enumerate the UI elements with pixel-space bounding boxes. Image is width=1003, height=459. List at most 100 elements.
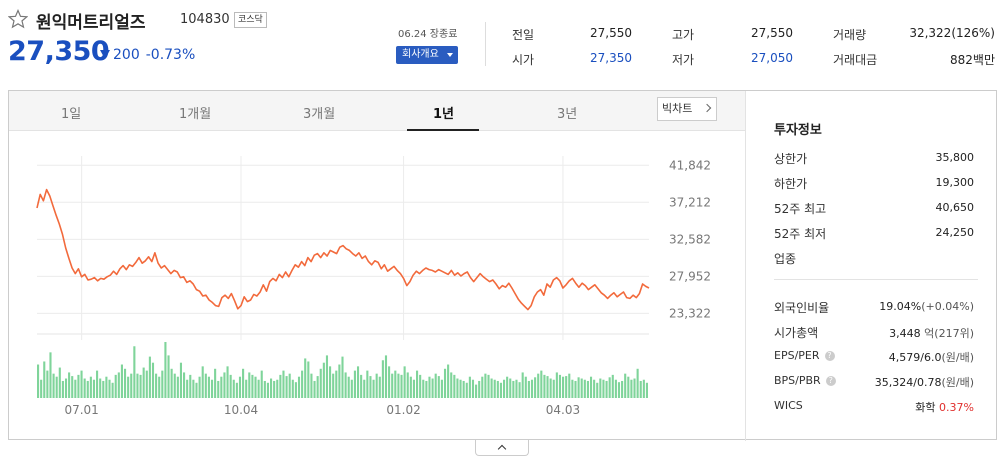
volume-bar [49,352,52,398]
volume-bar [46,370,49,398]
volume-bar [608,377,611,398]
volume-bar [422,379,425,398]
stock-name: 원익머트리얼즈 [36,13,146,33]
upper-limit-value: 35,800 [935,151,975,164]
volume-bar [238,376,242,398]
company-overview-button[interactable]: 회사개요 [396,46,458,64]
volume-bar [394,370,397,398]
price-line [36,188,650,311]
volume-bar [179,362,183,398]
volume-bar [636,368,639,398]
chart-panel: 1일 1개월 3개월 1년 3년 빅차트 41,842 37,212 32,582 2… [8,90,998,441]
volume-bar [363,379,366,398]
eps-per-value: 4,579/6.0(원/배) [889,349,974,365]
market-badge: 코스닥 [234,12,267,28]
chevron-up-icon [497,444,507,454]
tab-1-day[interactable]: 1일 [61,107,82,122]
volume-bar [614,379,617,398]
volume-bar [434,373,437,398]
company-overview-label: 회사개요 [402,49,439,60]
volume-bar [568,373,571,398]
volume-bar [83,378,86,398]
help-icon[interactable]: ? [825,376,836,386]
volume-bar [310,373,313,398]
volume-bar [375,373,378,398]
change-percent: -0.73% [145,47,196,63]
volume-bar [114,374,117,398]
volume-bar [335,370,338,398]
volume-bar [447,364,450,398]
y-tick-label: 32,582 [669,232,711,246]
volume-bar [431,378,434,398]
volume-bar [347,376,350,398]
volume-bar [475,384,478,398]
volume-bar [189,374,192,398]
volume-bar [543,374,546,398]
volume-bar [406,372,409,398]
x-tick-label: 01.02 [386,403,420,417]
volume-bar [145,370,148,398]
volume-bar [583,379,586,398]
volume-bar [621,380,624,398]
star-icon[interactable] [8,9,28,29]
tab-3-years[interactable]: 3년 [557,107,578,122]
volume-bar [269,378,273,398]
big-chart-button[interactable]: 빅차트 [657,97,717,121]
volume-bar [639,380,642,398]
quote-value-low: 27,050 [751,51,793,65]
volume-bar [593,379,596,398]
volume-bar [102,380,105,398]
volume-bar [403,366,406,398]
volume-bar [350,379,353,398]
tab-3-months[interactable]: 3개월 [303,107,336,122]
volume-bar [356,366,360,398]
volume-bar [555,372,558,398]
investment-info: 투자정보 상한가 35,800 하한가 19,300 52주 최고 40,650… [746,91,998,441]
tab-1-month[interactable]: 1개월 [179,107,212,122]
volume-bar [266,382,269,398]
volume-bar [552,379,555,398]
volume-bar [437,376,440,398]
volume-bar [96,370,99,398]
bps-pbr-unit: (원/배) [941,376,974,389]
volume-bar [173,373,176,398]
volume-bar [58,367,61,398]
volume-bar [242,368,245,398]
volume-bar [61,380,64,398]
tab-1-year[interactable]: 1년 [433,107,455,122]
volume-bar [509,378,512,398]
volume-bar [220,376,223,398]
volume-bar [549,378,552,398]
price-chart[interactable]: 41,842 37,212 32,582 27,952 23,322 07.01 10.04… [9,132,745,440]
period-tabs: 1일 1개월 3개월 1년 3년 빅차트 [9,91,745,131]
lower-limit-value: 19,300 [935,176,975,189]
volume-bar [381,360,384,398]
volume-bar [158,376,161,398]
bps-pbr-value: 35,324/0.78(원/배) [875,374,974,390]
chevron-right-icon [702,103,712,113]
volume-bar [108,379,111,398]
wics-label: WICS [774,399,803,412]
volume-bar [605,380,608,398]
volume-bar [164,342,167,398]
52w-high-value: 40,650 [935,201,975,214]
volume-bar [540,370,543,398]
volume-bar [170,368,173,398]
help-icon[interactable]: ? [824,351,835,361]
volume-bar [77,374,80,398]
wics-sector[interactable]: 화학 [915,401,936,414]
volume-bar [288,373,291,398]
volume-bar [332,373,335,398]
sector-label: 업종 [774,252,797,266]
volume-bar [366,370,369,398]
volume-bar [416,370,419,398]
active-tab-indicator [407,129,479,131]
collapse-button[interactable] [475,440,529,456]
volume-bar [450,372,453,398]
volume-bar [167,355,170,398]
market-cap-label: 시가총액 [774,326,819,340]
volume-bar [232,379,235,398]
volume-bar [468,376,471,398]
volume-bar [133,346,136,398]
volume-bar [155,373,158,398]
